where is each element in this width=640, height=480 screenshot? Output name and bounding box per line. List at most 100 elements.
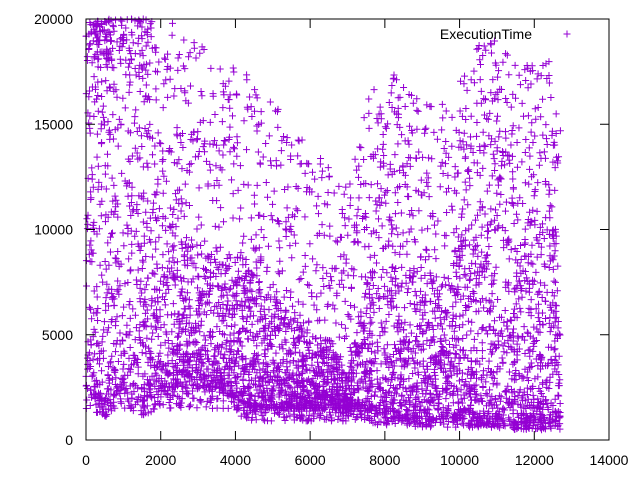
data-point [546,314,554,322]
data-point [94,305,102,313]
data-point [452,298,460,306]
data-point [196,49,204,57]
data-point [516,304,524,312]
data-point [183,289,191,297]
data-point [394,199,402,207]
data-point [147,24,155,32]
data-point [139,256,147,264]
data-point [482,389,490,397]
data-point [192,264,200,272]
data-point [251,107,259,115]
data-point [382,199,390,207]
data-point [467,393,475,401]
data-point [534,179,542,187]
data-point [246,93,254,101]
data-point [464,317,472,325]
data-point [545,207,553,215]
data-point [424,174,432,182]
data-point [136,246,144,254]
data-point [341,324,349,332]
data-point [297,275,305,283]
data-point [465,225,473,233]
data-point [540,234,548,242]
data-point [151,160,159,168]
data-point [317,340,325,348]
data-point [160,273,168,281]
data-point [236,215,244,223]
data-point [346,180,354,188]
data-point [120,360,128,368]
data-point [104,239,112,247]
data-point [178,382,186,390]
data-point [393,385,401,393]
data-point [287,316,295,324]
data-point [387,382,395,390]
data-point [102,185,110,193]
data-point [306,340,314,348]
data-point [124,230,132,238]
data-point [100,326,108,334]
data-point [301,169,309,177]
data-point [554,324,562,332]
data-point [135,16,143,24]
data-point [534,70,542,78]
data-point [500,318,508,326]
data-point [242,255,250,263]
data-point [123,331,131,339]
data-point [138,264,146,272]
data-point [207,340,215,348]
data-point [262,179,270,187]
data-point [162,390,170,398]
data-point [194,272,202,280]
data-point [233,384,241,392]
data-point [158,366,166,374]
data-point [138,289,146,297]
data-point [369,281,377,289]
data-point [299,268,307,276]
data-point [159,147,167,155]
data-point [337,253,345,261]
data-point [354,205,362,213]
data-point [551,164,559,172]
data-point [533,253,541,261]
data-point [467,112,475,120]
data-point [183,384,191,392]
data-point [398,263,406,271]
data-point [126,343,134,351]
data-point [483,228,491,236]
data-point [509,360,517,368]
data-point [131,311,139,319]
data-point [458,376,466,384]
data-point [225,135,233,143]
data-point [171,85,179,93]
data-point [532,234,540,242]
data-point [231,359,239,367]
data-point [364,279,372,287]
data-point [485,408,493,416]
data-point [129,305,137,313]
data-point [155,233,163,241]
data-point [253,181,261,189]
data-point [216,65,224,73]
data-point [470,236,478,244]
data-point [261,346,269,354]
data-point [537,251,545,259]
data-point [147,302,155,310]
data-point [122,24,130,32]
data-point [392,224,400,232]
data-point [514,216,522,224]
data-point [492,206,500,214]
data-point [488,290,496,298]
data-point [220,137,228,144]
data-point [502,134,510,142]
data-point [375,295,383,303]
data-point [233,91,241,99]
data-point [423,169,431,177]
data-point [409,99,417,107]
data-point [273,217,281,225]
data-point [459,311,467,319]
data-point [113,38,121,46]
data-point [439,114,447,122]
data-point [235,362,243,370]
data-point [320,282,328,290]
